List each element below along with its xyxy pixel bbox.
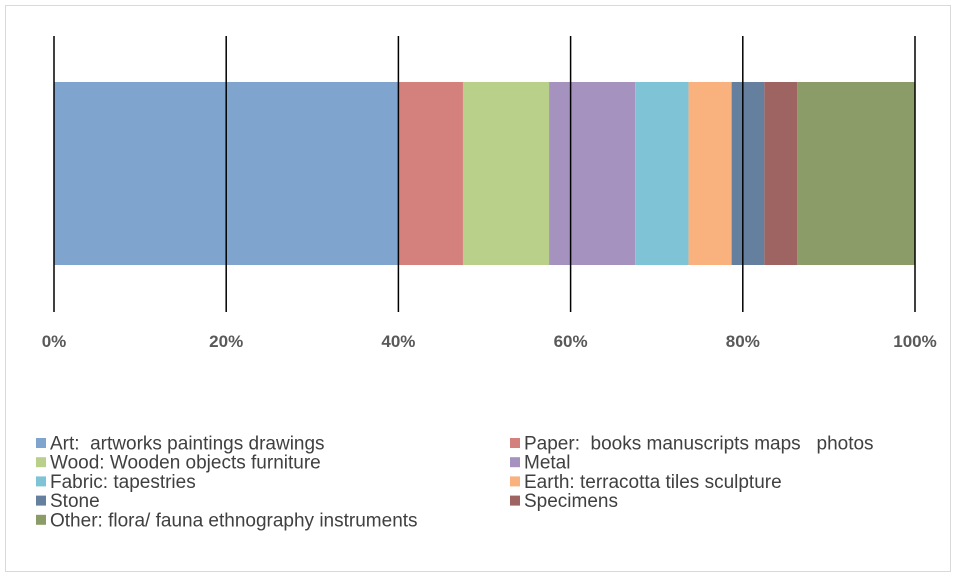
x-tick-label: 60%: [554, 332, 588, 351]
x-tick-label: 80%: [726, 332, 760, 351]
legend-swatch-6: [36, 495, 46, 506]
legend-label-8: Other: flora/ fauna ethnography instrume…: [50, 510, 418, 531]
legend-label-1: Paper: books manuscripts maps photos: [524, 434, 874, 455]
x-tick-label: 40%: [381, 332, 415, 351]
legend-swatch-7: [510, 495, 520, 506]
x-tick-label: 100%: [893, 332, 936, 351]
x-tick-label: 20%: [209, 332, 243, 351]
legend-swatch-8: [36, 514, 46, 525]
bar-segment-3: [549, 82, 636, 265]
legend-label-4: Fabric: tapestries: [50, 472, 196, 493]
bar-segment-7: [764, 82, 798, 265]
legend-label-0: Art: artworks paintings drawings: [50, 434, 325, 455]
legend-swatch-0: [36, 438, 46, 448]
legend-label-3: Metal: [524, 453, 570, 474]
bar-segment-4: [635, 82, 689, 265]
bar-segment-5: [688, 82, 732, 265]
legend-label-6: Stone: [50, 491, 100, 512]
bar-segment-6: [731, 82, 765, 265]
legend: Art: artworks paintings drawings Paper: b…: [36, 434, 874, 531]
legend-swatch-5: [510, 476, 520, 487]
legend-label-5: Earth: terracotta tiles sculpture: [524, 472, 782, 493]
x-tick-label: 0%: [42, 332, 67, 351]
bar-segment-2: [462, 82, 550, 265]
gridlines: [53, 36, 916, 312]
bar-segment-8: [797, 82, 915, 265]
bar-segment-1: [398, 82, 463, 265]
legend-label-2: Wood: Wooden objects furniture: [50, 453, 321, 474]
legend-swatch-4: [36, 476, 46, 487]
legend-swatch-2: [36, 457, 46, 468]
legend-label-7: Specimens: [524, 491, 618, 512]
legend-swatch-3: [510, 457, 520, 468]
tick-labels: 0% 20% 40% 60% 80% 100%: [42, 332, 937, 351]
bar-segments: [54, 82, 915, 265]
legend-swatch-1: [510, 438, 520, 448]
